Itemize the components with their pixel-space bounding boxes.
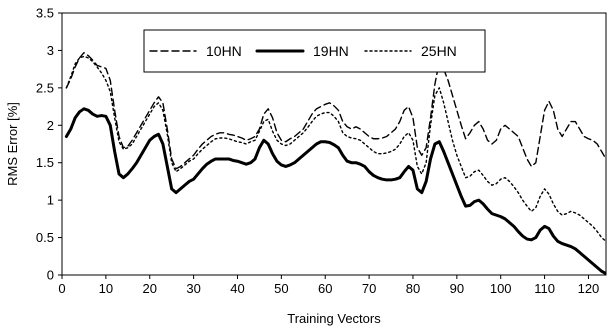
series-line-19hn — [64, 107, 606, 275]
y-tick-label: 0.5 — [36, 230, 54, 245]
y-tick-label: 3.5 — [36, 6, 54, 21]
x-tick-label: 10 — [99, 281, 113, 296]
y-axis: 0 0.5 1 1.5 2 2.5 3 3.5 — [36, 6, 62, 283]
y-tick-label: 2.5 — [36, 80, 54, 95]
x-tick-label: 0 — [58, 281, 65, 296]
x-tick-label: 20 — [143, 281, 157, 296]
y-tick-label: 0 — [47, 268, 54, 283]
x-tick-label: 60 — [318, 281, 332, 296]
x-axis: 0 10 20 30 40 50 60 70 80 90 100 110 120 — [58, 275, 599, 296]
plot-frame — [61, 12, 607, 276]
legend-label-19hn: 19HN — [313, 43, 349, 59]
x-tick-label: 40 — [230, 281, 244, 296]
x-tick-label: 100 — [490, 281, 512, 296]
x-tick-label: 70 — [362, 281, 376, 296]
x-tick-label: 90 — [450, 281, 464, 296]
legend-label-10hn: 10HN — [206, 43, 242, 59]
legend-label-25hn: 25HN — [421, 43, 457, 59]
y-tick-label: 1.5 — [36, 155, 54, 170]
x-tick-label: 110 — [534, 281, 555, 296]
legend-box — [143, 29, 486, 73]
legend: 10HN 19HN 25HN — [143, 29, 486, 73]
x-tick-label: 30 — [186, 281, 200, 296]
series-line-10hn — [65, 51, 606, 170]
y-tick-label: 2 — [47, 118, 54, 133]
plot-area — [61, 12, 607, 276]
y-tick-label: 1 — [47, 193, 54, 208]
x-axis-label: Training Vectors — [287, 311, 381, 326]
series-layer — [64, 51, 606, 275]
series-line-25hn — [65, 55, 606, 243]
y-axis-label: RMS Error [%] — [5, 102, 20, 186]
x-tick-label: 120 — [578, 281, 600, 296]
y-tick-label: 3 — [47, 43, 54, 58]
x-tick-label: 80 — [406, 281, 420, 296]
x-tick-label: 50 — [274, 281, 288, 296]
